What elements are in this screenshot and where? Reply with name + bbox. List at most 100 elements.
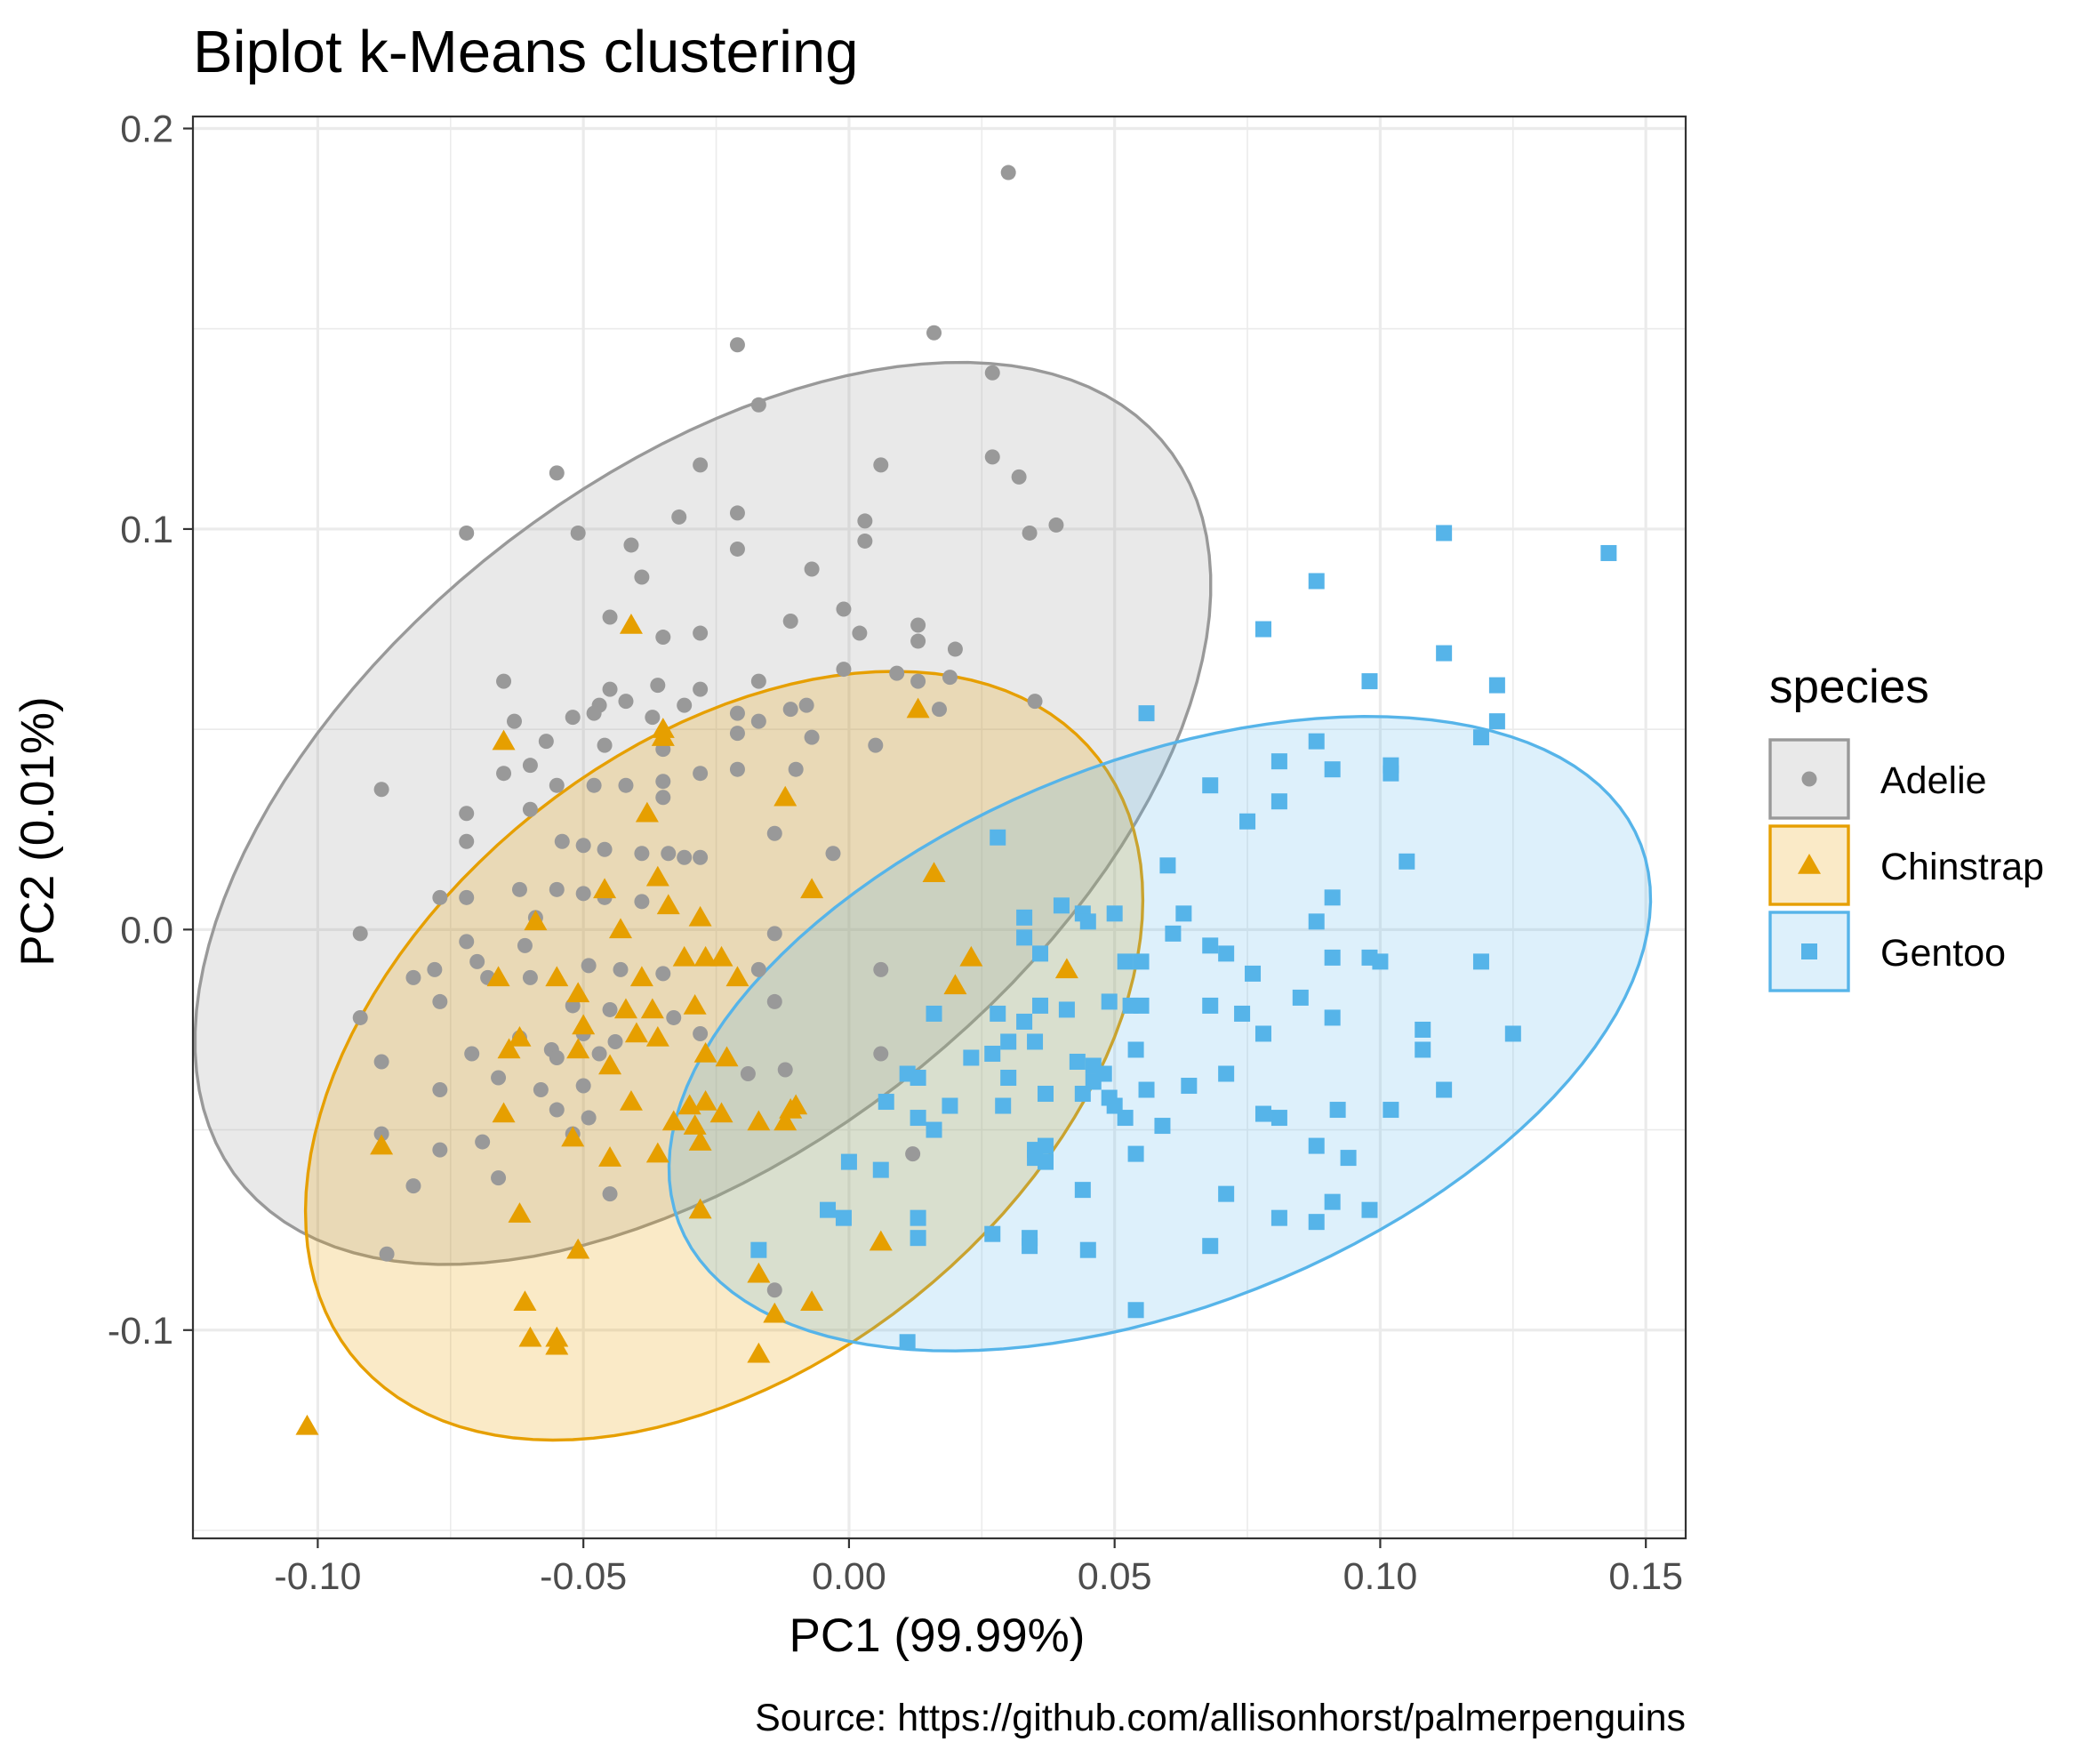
point-adelie [750, 713, 766, 729]
point-adelie [804, 561, 820, 577]
point-adelie [766, 926, 782, 942]
point-gentoo [926, 1121, 942, 1138]
point-gentoo [1415, 1021, 1431, 1038]
point-gentoo [1181, 1078, 1198, 1095]
point-gentoo [1600, 544, 1617, 561]
point-gentoo [1436, 525, 1453, 542]
point-gentoo [1106, 905, 1123, 922]
point-gentoo [1361, 673, 1378, 690]
point-adelie [729, 505, 745, 521]
point-gentoo [1127, 1145, 1144, 1162]
point-chinstrap [566, 982, 590, 1003]
point-chinstrap [566, 1038, 590, 1059]
point-gentoo [1000, 1033, 1017, 1050]
point-adelie [496, 673, 512, 689]
point-adelie [459, 806, 475, 822]
point-chinstrap [773, 1110, 798, 1131]
point-chinstrap [572, 1014, 596, 1035]
point-adelie [693, 457, 709, 473]
point-gentoo [1361, 1201, 1378, 1218]
point-gentoo [1383, 765, 1399, 782]
point-gentoo [1058, 1001, 1075, 1018]
point-chinstrap [763, 1302, 787, 1323]
point-adelie [491, 1170, 507, 1186]
point-gentoo [1106, 1097, 1123, 1114]
point-gentoo [1270, 1209, 1287, 1226]
x-tick-label: 0.15 [1608, 1555, 1683, 1598]
point-gentoo [1074, 1182, 1091, 1199]
point-chinstrap [693, 945, 717, 967]
point-adelie [984, 449, 1000, 465]
point-adelie [549, 465, 565, 481]
point-gentoo [984, 1045, 1001, 1062]
point-adelie [575, 1078, 591, 1094]
point-chinstrap [524, 910, 548, 931]
point-adelie [750, 673, 766, 689]
point-gentoo [1245, 965, 1262, 982]
point-gentoo [878, 1094, 894, 1111]
point-gentoo [1085, 1073, 1102, 1090]
point-adelie [852, 625, 868, 641]
point-chinstrap [613, 998, 637, 1019]
point-adelie [729, 541, 745, 557]
point-adelie [750, 961, 766, 977]
x-tick-label: -0.05 [540, 1555, 627, 1598]
point-gentoo [910, 1070, 926, 1087]
point-adelie [677, 849, 693, 865]
point-gentoo [1270, 1110, 1287, 1127]
point-chinstrap [598, 1054, 622, 1075]
point-gentoo [1254, 621, 1271, 638]
point-gentoo [1127, 1302, 1144, 1319]
point-adelie [1022, 525, 1038, 541]
plot-panel [193, 116, 1686, 1538]
point-chinstrap [800, 1290, 824, 1312]
point-adelie [910, 633, 926, 649]
point-adelie [405, 969, 421, 985]
point-gentoo [1218, 1185, 1235, 1202]
point-gentoo [1218, 1065, 1235, 1082]
point-adelie [607, 1033, 623, 1049]
point-adelie [693, 1025, 709, 1041]
point-adelie [581, 958, 597, 974]
point-adelie [522, 758, 538, 774]
point-chinstrap [922, 862, 946, 883]
point-chinstrap [619, 1090, 643, 1111]
point-chinstrap [672, 945, 696, 967]
point-adelie [766, 1282, 782, 1298]
point-adelie [373, 782, 389, 798]
x-tick-label: 0.10 [1343, 1555, 1418, 1598]
point-adelie [373, 1126, 389, 1142]
point-adelie [857, 513, 873, 529]
legend-label: Chinstrap [1880, 846, 2044, 888]
point-chinstrap [747, 1262, 771, 1283]
point-chinstrap [370, 1134, 394, 1155]
point-chinstrap [492, 1102, 516, 1123]
point-gentoo [1133, 953, 1150, 970]
point-gentoo [1000, 1070, 1017, 1087]
point-adelie [868, 737, 884, 753]
point-adelie [491, 1070, 507, 1086]
point-adelie [750, 397, 766, 413]
legend-item-adelie: Adelie [1768, 738, 1987, 820]
point-gentoo [1165, 925, 1182, 942]
point-chinstrap [800, 878, 824, 899]
point-adelie [693, 849, 709, 865]
point-gentoo [1436, 1081, 1453, 1098]
point-chinstrap [715, 1046, 739, 1067]
point-chinstrap [629, 966, 653, 987]
x-tick-label: -0.10 [274, 1555, 361, 1598]
point-gentoo [1270, 753, 1287, 770]
point-gentoo [1308, 573, 1325, 590]
point-adelie [729, 726, 745, 742]
point-chinstrap [683, 1114, 707, 1135]
point-adelie [517, 937, 533, 953]
point-chinstrap [598, 1146, 622, 1167]
point-gentoo [1254, 1025, 1271, 1042]
point-adelie [1048, 517, 1064, 533]
point-chinstrap [683, 993, 707, 1015]
point-adelie [1011, 469, 1027, 485]
point-chinstrap [486, 966, 510, 987]
point-gentoo [1053, 897, 1070, 914]
point-chinstrap [693, 1090, 717, 1111]
point-gentoo [1324, 761, 1341, 778]
